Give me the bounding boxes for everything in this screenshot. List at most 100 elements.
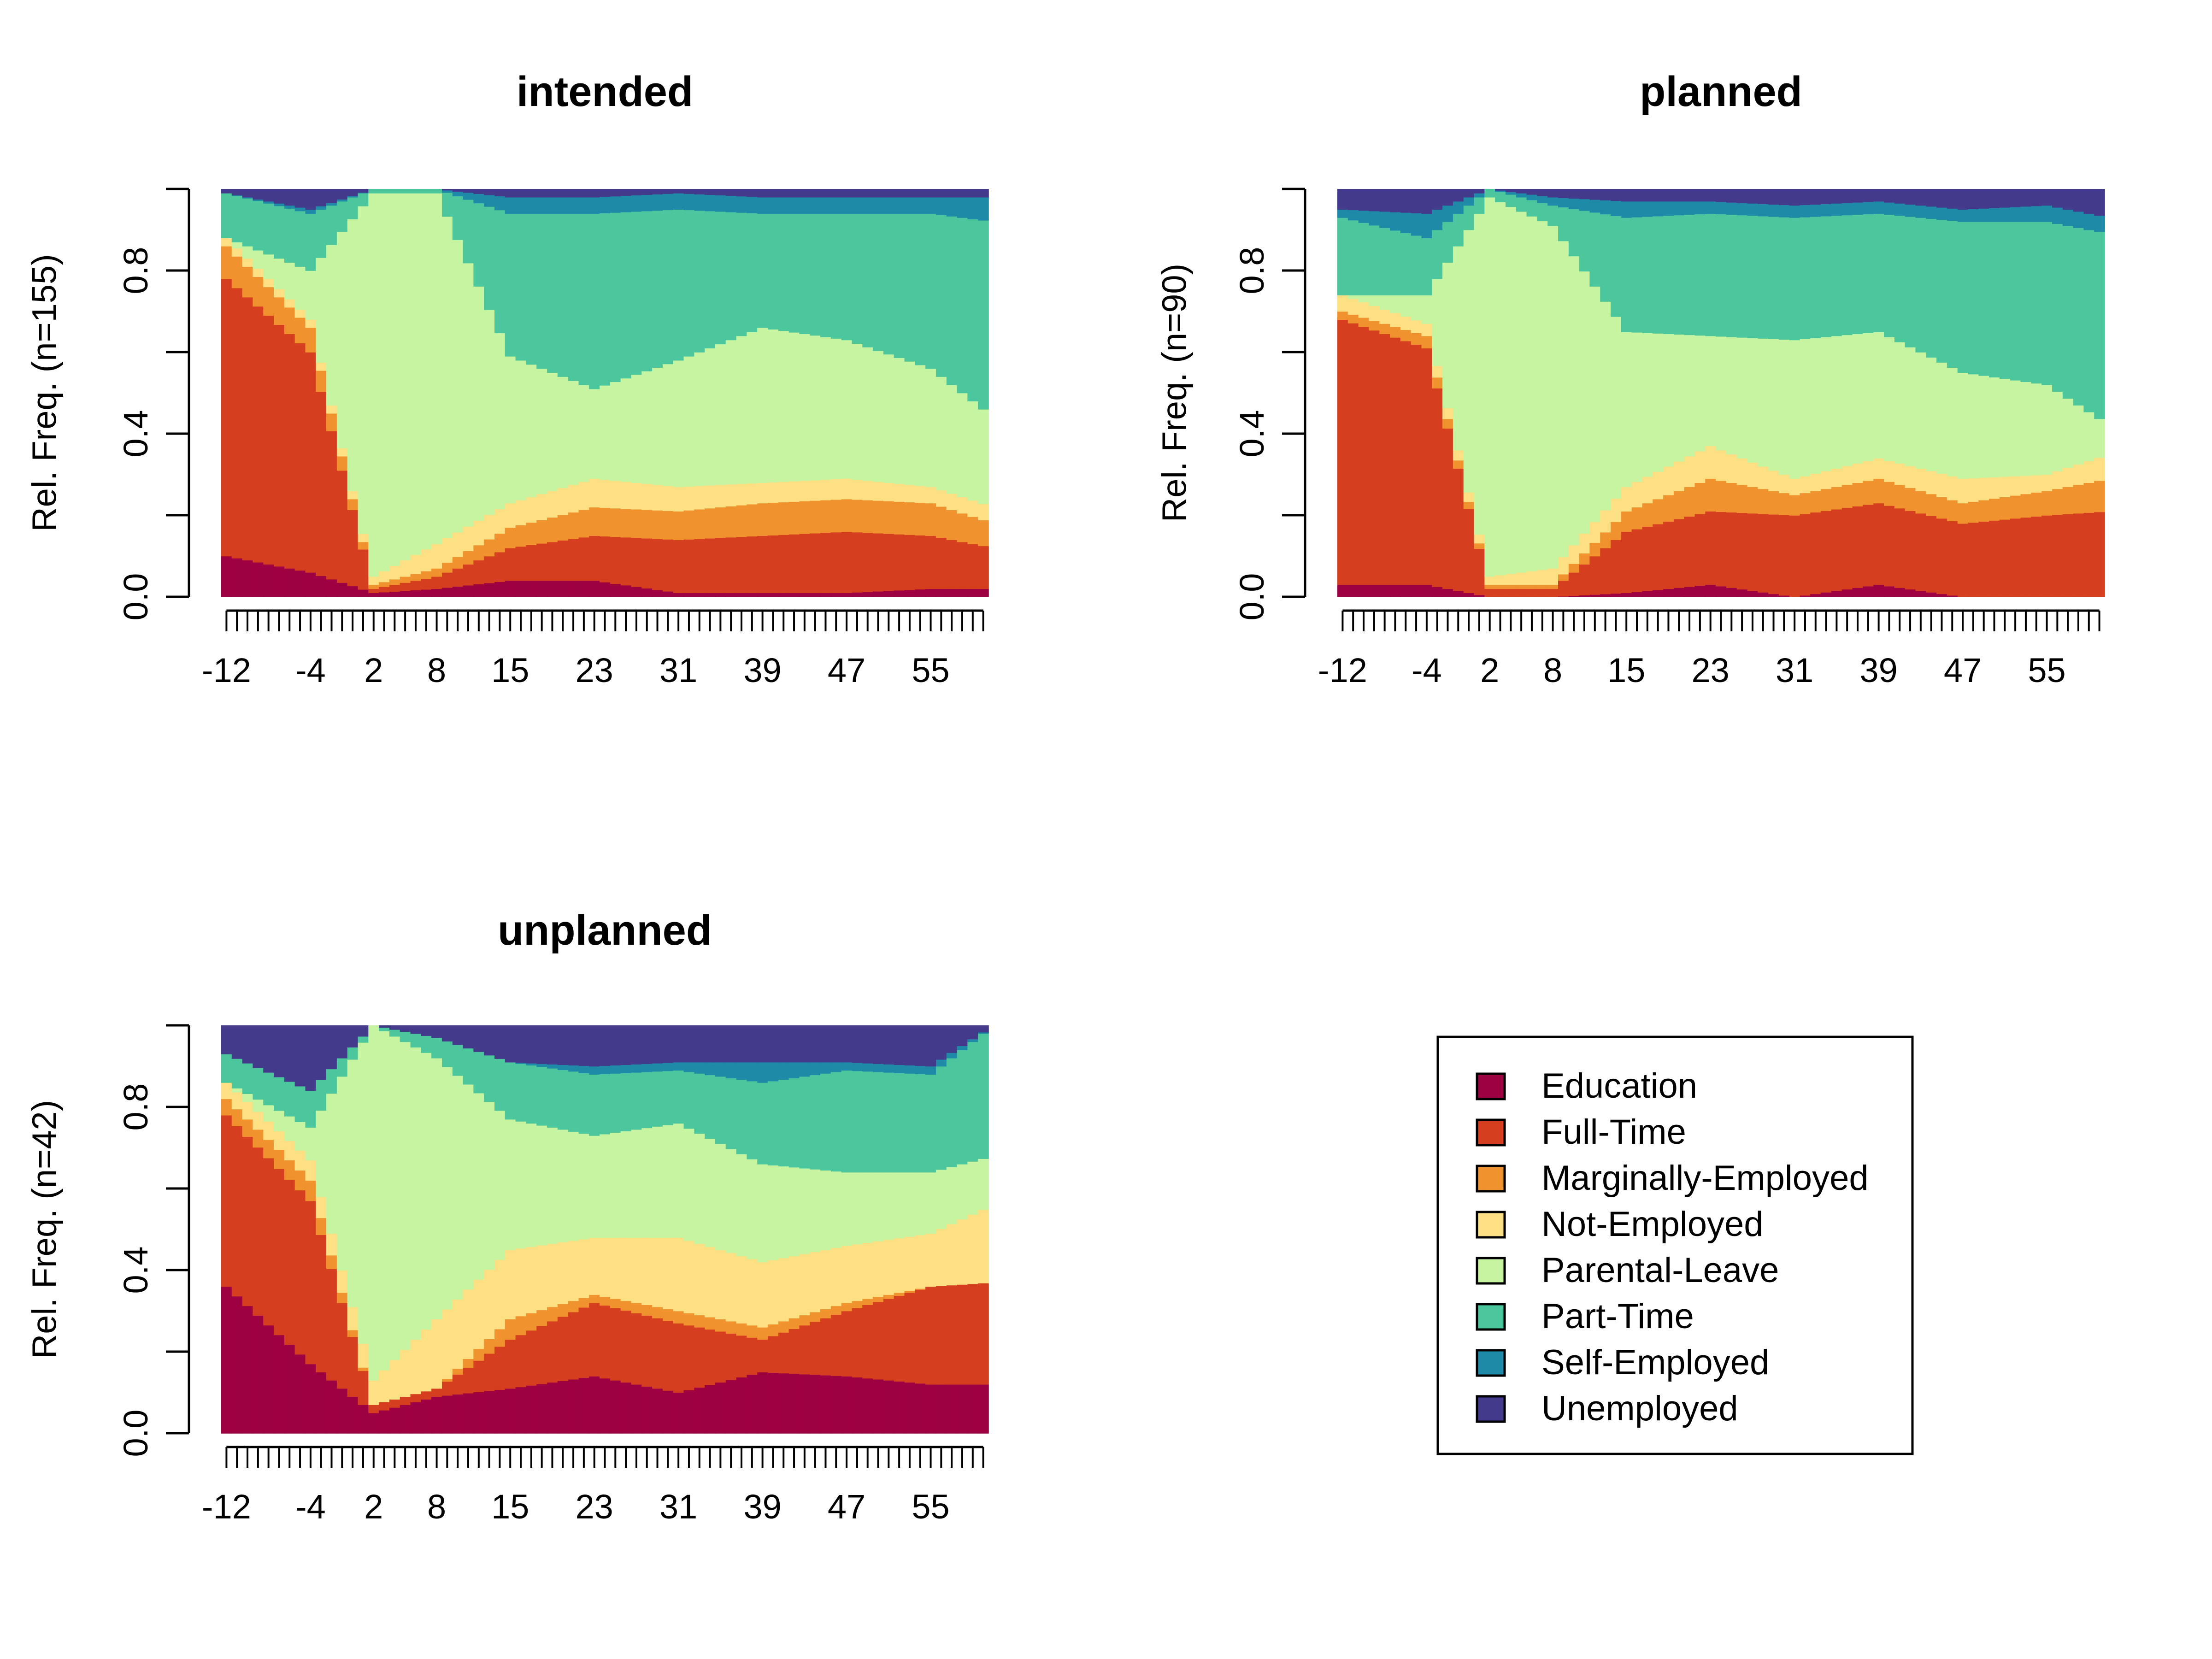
segment-self-employed-planned (1936, 207, 1947, 220)
x-tick-label: -4 (295, 651, 326, 689)
segment-marginally-employed-unplanned (274, 1149, 285, 1169)
segment-full-time-unplanned (253, 1147, 264, 1316)
segment-parental-leave-planned (1852, 334, 1864, 464)
segment-self-employed-intended (705, 194, 716, 212)
segment-parental-leave-planned (2041, 384, 2053, 475)
segment-not-employed-intended (946, 493, 958, 510)
segment-part-time-planned (1631, 217, 1643, 333)
segment-not-employed-unplanned (347, 1306, 359, 1330)
segment-part-time-unplanned (494, 1059, 506, 1111)
segment-full-time-planned (1579, 564, 1590, 596)
segment-full-time-intended (894, 534, 905, 591)
segment-unemployed-unplanned (568, 1025, 579, 1066)
segment-education-intended (389, 591, 400, 597)
segment-self-employed-planned (1369, 211, 1380, 226)
legend-label: Full-Time (1541, 1112, 1686, 1152)
segment-part-time-intended (683, 210, 695, 357)
segment-education-planned (1432, 586, 1443, 597)
segment-not-employed-planned (1347, 298, 1359, 315)
segment-not-employed-unplanned (862, 1242, 873, 1299)
segment-parental-leave-unplanned (830, 1171, 842, 1248)
segment-self-employed-planned (1495, 190, 1506, 192)
segment-parental-leave-intended (253, 250, 264, 269)
segment-parental-leave-unplanned (526, 1123, 537, 1247)
segment-self-employed-unplanned (788, 1062, 800, 1078)
segment-education-planned (1915, 590, 1927, 597)
segment-full-time-planned (2062, 514, 2074, 597)
segment-parental-leave-unplanned (389, 1036, 400, 1360)
segment-unemployed-intended (221, 189, 232, 194)
segment-self-employed-intended (294, 207, 306, 212)
segment-not-employed-intended (820, 479, 831, 500)
segment-education-intended (662, 591, 674, 597)
segment-education-unplanned (683, 1389, 695, 1434)
segment-part-time-intended (452, 196, 464, 240)
segment-marginally-employed-planned (1400, 329, 1412, 341)
segment-full-time-unplanned (683, 1325, 695, 1390)
segment-part-time-intended (600, 212, 611, 386)
segment-part-time-unplanned (452, 1044, 464, 1076)
segment-unemployed-unplanned (421, 1025, 432, 1036)
segment-unemployed-unplanned (799, 1025, 811, 1063)
segment-self-employed-planned (1684, 201, 1695, 215)
segment-education-planned (1800, 595, 1811, 597)
segment-unemployed-unplanned (683, 1025, 695, 1063)
segment-part-time-unplanned (578, 1072, 590, 1134)
segment-part-time-intended (862, 213, 873, 347)
segment-self-employed-planned (1947, 208, 1958, 221)
segment-full-time-intended (904, 535, 916, 590)
segment-part-time-planned (1936, 219, 1947, 363)
x-tick-label: 15 (491, 651, 529, 689)
segment-not-employed-unplanned (799, 1253, 811, 1316)
legend-swatch-parental-leave (1476, 1257, 1506, 1285)
segment-education-intended (441, 587, 453, 597)
segment-education-planned (1726, 588, 1737, 597)
segment-unemployed-planned (1600, 189, 1611, 200)
segment-full-time-intended (347, 510, 359, 587)
segment-unemployed-unplanned (441, 1025, 453, 1041)
segment-self-employed-intended (284, 205, 295, 209)
x-tick-label: 31 (1776, 651, 1813, 689)
segment-education-unplanned (263, 1325, 274, 1434)
segment-marginally-employed-unplanned (526, 1312, 537, 1331)
segment-education-unplanned (400, 1405, 411, 1434)
segment-self-employed-unplanned (578, 1065, 590, 1073)
segment-self-employed-unplanned (978, 1032, 989, 1034)
segment-full-time-intended (768, 535, 779, 593)
segment-not-employed-planned (1841, 465, 1853, 485)
segment-self-employed-planned (1852, 202, 1864, 215)
segment-not-employed-planned (2083, 461, 2094, 483)
segment-parental-leave-planned (1957, 372, 1969, 479)
segment-marginally-employed-planned (1505, 584, 1517, 589)
segment-part-time-unplanned (725, 1077, 737, 1149)
segment-education-unplanned (463, 1393, 474, 1434)
segment-parental-leave-intended (915, 365, 926, 486)
segment-full-time-planned (1841, 507, 1853, 590)
segment-education-unplanned (978, 1384, 989, 1434)
x-tick-label: 55 (2028, 651, 2065, 689)
segment-marginally-employed-unplanned (788, 1318, 800, 1330)
segment-parental-leave-planned (1841, 335, 1853, 466)
segment-unemployed-intended (526, 189, 537, 198)
segment-education-unplanned (578, 1377, 590, 1434)
segment-unemployed-unplanned (841, 1025, 853, 1063)
segment-not-employed-planned (1726, 454, 1737, 483)
segment-part-time-unplanned (274, 1077, 285, 1111)
segment-marginally-employed-intended (778, 502, 789, 535)
segment-not-employed-planned (1579, 533, 1590, 553)
segment-unemployed-planned (1778, 189, 1790, 206)
segment-self-employed-unplanned (852, 1062, 863, 1071)
segment-education-intended (883, 590, 894, 597)
segment-not-employed-unplanned (336, 1270, 348, 1293)
segment-self-employed-intended (725, 195, 737, 212)
segment-marginally-employed-intended (715, 507, 726, 538)
segment-education-unplanned (452, 1394, 464, 1434)
segment-not-employed-intended (557, 488, 569, 515)
segment-parental-leave-unplanned (347, 1059, 359, 1307)
segment-parental-leave-planned (1831, 335, 1842, 469)
segment-education-unplanned (631, 1384, 642, 1434)
segment-not-employed-intended (347, 490, 359, 500)
segment-full-time-intended (305, 352, 317, 573)
segment-unemployed-unplanned (400, 1025, 411, 1032)
segment-full-time-intended (852, 532, 863, 593)
